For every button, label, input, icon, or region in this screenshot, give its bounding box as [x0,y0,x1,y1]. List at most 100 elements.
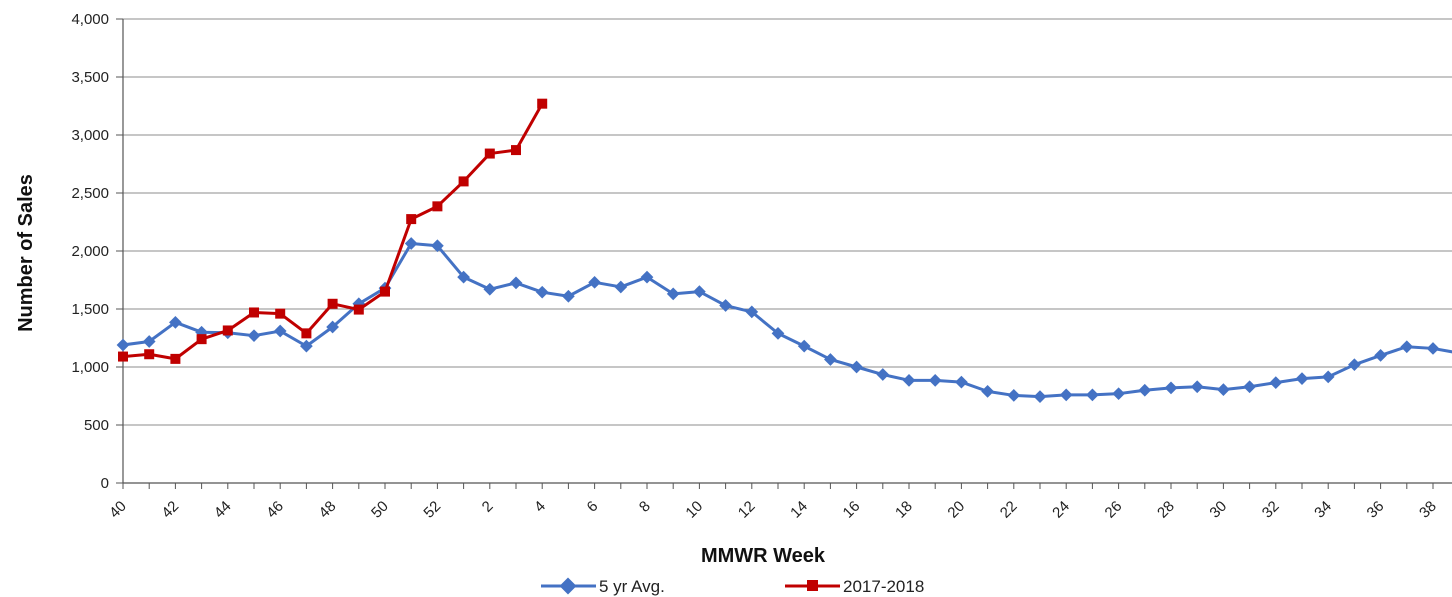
data-point-5yr-avg [588,275,601,289]
x-tick-label: 34 [1311,498,1335,522]
data-point-5yr-avg [300,339,313,353]
data-point-5yr-avg [693,285,706,298]
y-tick-labels: 0 500 1,000 1,500 2,000 2,500 3,000 3,500 4,000 [71,11,109,492]
x-tick-label: 16 [840,498,864,522]
gridlines [123,18,1452,426]
data-point-5yr-avg [326,320,339,334]
x-tick-label: 36 [1364,498,1388,522]
data-point-2017-2018 [222,325,233,336]
data-point-2017-2018 [327,298,338,309]
data-point-5yr-avg [457,270,470,284]
legend-marker-2017-2018 [807,580,818,591]
data-point-2017-2018 [144,349,155,360]
data-point-5yr-avg [850,360,863,374]
data-point-5yr-avg [876,368,890,381]
data-point-2017-2018 [118,351,128,362]
x-tick-label: 8 [636,498,654,516]
x-tick-label: 28 [1154,498,1178,522]
data-point-2017-2018 [537,98,548,109]
x-tick-label: 18 [892,498,916,522]
data-point-5yr-avg [562,289,575,303]
data-point-5yr-avg [928,373,942,387]
x-tick-label: 52 [420,498,444,522]
data-point-5yr-avg [1348,358,1361,372]
data-point-5yr-avg [719,299,732,312]
legend-label-5yr-avg: 5 yr Avg. [599,577,665,596]
data-point-5yr-avg [431,239,444,253]
legend-label-2017-2018: 2017-2018 [843,577,924,596]
x-tick-label: 44 [211,498,235,522]
data-point-5yr-avg [981,384,994,398]
data-point-5yr-avg [1374,349,1387,362]
data-point-5yr-avg [1059,388,1073,402]
x-tick-label: 40 [106,498,130,522]
y-tick-label: 3,000 [71,127,109,144]
axes [116,18,1452,489]
data-point-2017-2018 [249,307,259,318]
data-point-5yr-avg [483,282,497,296]
data-point-5yr-avg [1164,381,1178,395]
data-point-2017-2018 [301,328,312,339]
data-point-5yr-avg [273,324,287,338]
x-tick-label: 48 [316,498,340,522]
data-point-5yr-avg [535,285,549,299]
data-point-2017-2018 [484,148,495,159]
data-point-5yr-avg [824,353,837,366]
data-point-5yr-avg [1217,383,1230,396]
legend-marker-5yr-avg [559,577,577,595]
x-tick-label: 30 [1206,498,1230,522]
data-point-5yr-avg [1269,376,1283,390]
data-point-2017-2018 [353,304,364,315]
x-tick-label: 10 [682,498,706,522]
data-point-5yr-avg [404,237,418,250]
y-tick-label: 2,000 [71,243,109,260]
data-point-5yr-avg [1295,372,1309,385]
legend-item-2017-2018: 2017-2018 [785,577,924,596]
data-point-2017-2018 [458,176,469,187]
data-point-5yr-avg [955,375,968,389]
data-point-5yr-avg [247,329,261,343]
x-tick-label: 46 [263,498,287,522]
data-point-5yr-avg [1033,390,1047,403]
data-point-2017-2018 [511,145,521,156]
data-point-2017-2018 [432,201,443,212]
y-tick-label: 0 [101,475,109,492]
y-tick-label: 4,000 [71,11,109,28]
x-tick-label: 14 [787,498,811,522]
x-axis-title: MMWR Week [701,545,826,567]
x-tick-label: 42 [158,498,182,522]
data-point-5yr-avg [142,335,156,348]
data-point-2017-2018 [406,214,417,225]
data-point-5yr-avg [1007,389,1021,402]
y-tick-label: 1,000 [71,359,109,376]
data-point-5yr-avg [116,338,130,352]
x-tick-label: 6 [584,498,602,516]
x-tick-label: 50 [368,498,392,522]
x-tick-label: 22 [997,498,1021,522]
legend-item-5yr-avg: 5 yr Avg. [541,577,665,596]
x-tick-label: 32 [1259,498,1283,522]
series-line-2017-2018 [122,102,544,361]
data-point-5yr-avg [902,373,916,387]
x-tick-label: 20 [944,498,968,522]
x-tick-label: 4 [531,498,549,516]
data-point-2017-2018 [275,308,286,319]
data-point-5yr-avg [1400,340,1414,354]
data-point-5yr-avg [1190,380,1204,394]
series-line-5yr-avg [122,241,1452,399]
y-axis-title: Number of Sales [15,174,37,332]
data-point-2017-2018 [196,334,207,345]
data-point-5yr-avg [1426,342,1440,355]
data-point-5yr-avg [509,276,523,290]
y-tick-label: 2,500 [71,185,109,202]
data-point-5yr-avg [1112,387,1125,401]
y-tick-label: 3,500 [71,69,109,86]
x-tick-label: 12 [735,498,759,522]
x-tick-labels: 40 42 44 46 48 50 52 2 4 6 8 10 12 14 16 18 20 22 24 26 28 30… [106,498,1440,522]
legend: 5 yr Avg. 2017-2018 [541,577,924,596]
data-point-5yr-avg [1243,380,1256,394]
y-tick-label: 1,500 [71,301,109,318]
x-tick-label: 26 [1102,498,1126,522]
data-point-2017-2018 [170,353,181,364]
